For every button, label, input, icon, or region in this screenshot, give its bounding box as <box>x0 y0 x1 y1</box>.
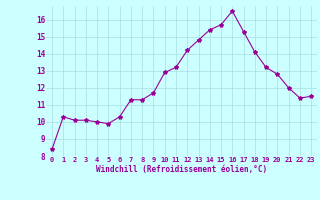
X-axis label: Windchill (Refroidissement éolien,°C): Windchill (Refroidissement éolien,°C) <box>96 165 267 174</box>
